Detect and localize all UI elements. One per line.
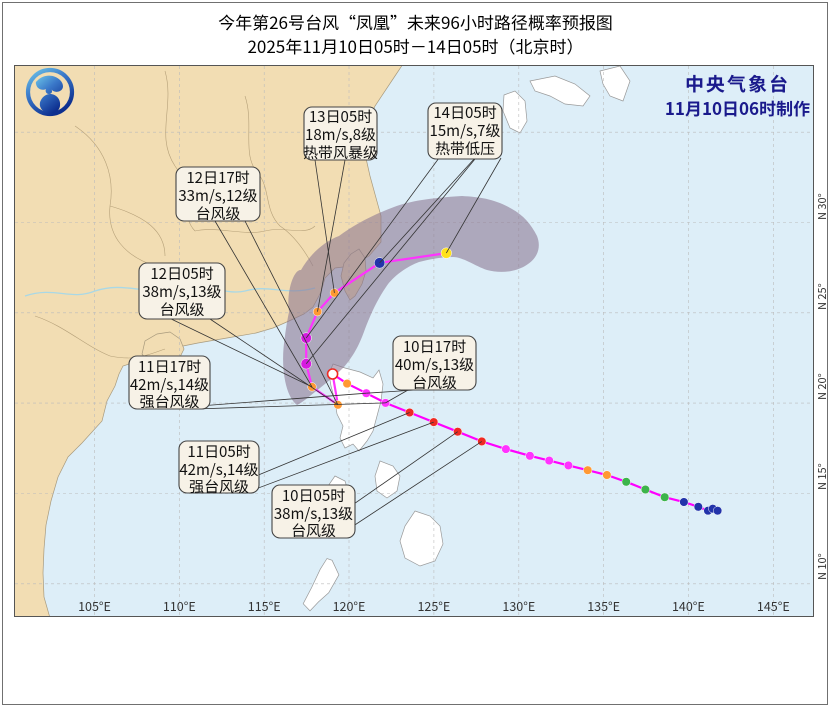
svg-text:台风级: 台风级 [412, 372, 457, 393]
svg-text:强台风级: 强台风级 [139, 391, 199, 412]
svg-text:台风级: 台风级 [291, 520, 336, 541]
svg-text:强台风级: 强台风级 [189, 476, 249, 497]
svg-text:145°E: 145°E [757, 596, 790, 615]
svg-text:115°E: 115°E [248, 596, 281, 615]
svg-text:台风级: 台风级 [195, 203, 240, 224]
svg-text:110°E: 110°E [163, 596, 196, 615]
svg-text:135°E: 135°E [587, 596, 620, 615]
svg-text:140°E: 140°E [672, 596, 705, 615]
svg-text:105°E: 105°E [78, 596, 111, 615]
svg-text:130°E: 130°E [502, 596, 535, 615]
svg-text:台风级: 台风级 [159, 299, 204, 320]
svg-text:120°E: 120°E [333, 596, 366, 615]
svg-text:热带低压: 热带低压 [435, 138, 495, 159]
svg-text:125°E: 125°E [417, 596, 450, 615]
svg-text:热带风暴级: 热带风暴级 [303, 142, 378, 163]
